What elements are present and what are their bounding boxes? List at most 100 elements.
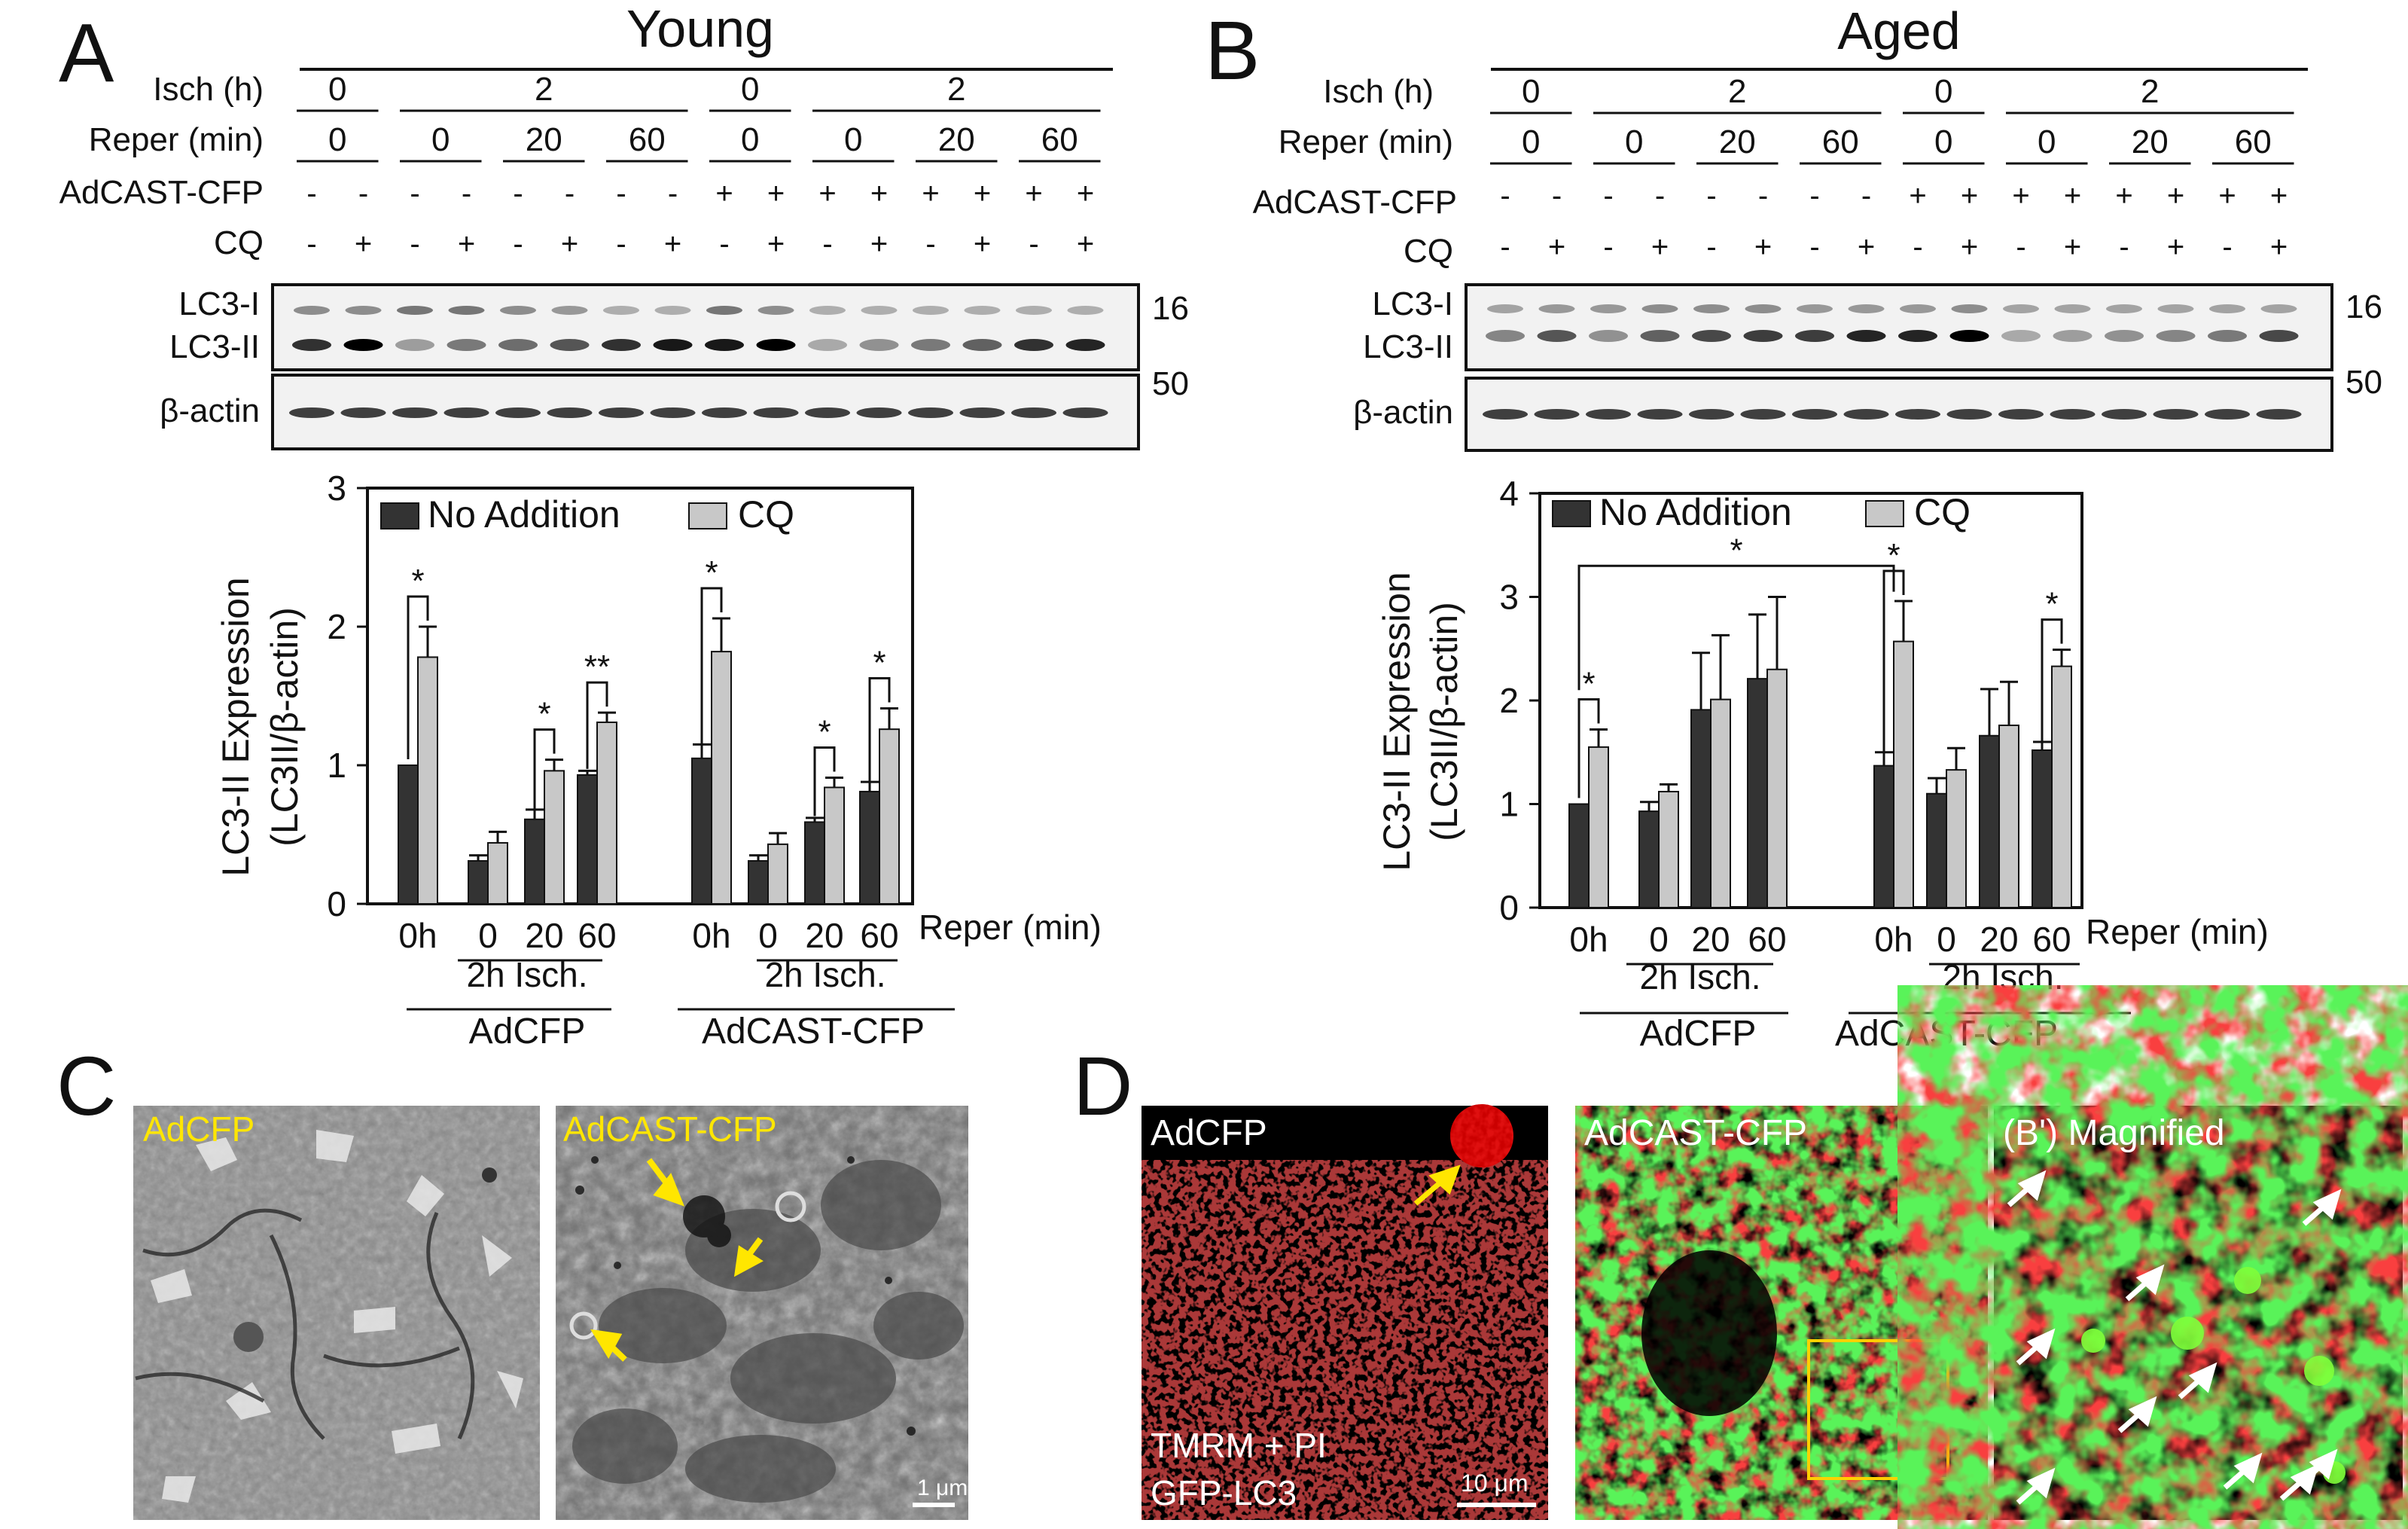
legend-swatch-cq [688,502,727,530]
band-actin [1062,407,1108,418]
cq-sign: + [2270,230,2288,264]
adcast-sign: + [1961,179,1978,212]
lc3-blot [271,283,1140,371]
band-lc3ii [2105,330,2144,342]
band-lc3i [913,306,949,315]
em-image-adcfp: AdCFP [133,1106,540,1520]
y-tick-label: 2 [1499,681,1519,720]
band-lc3ii [2001,330,2041,342]
cq-sign: + [1548,230,1565,264]
bar-cq [1946,769,1967,908]
band-actin [856,407,902,418]
isch-group-value: 2 [947,71,965,108]
band-lc3i [2054,304,2091,313]
band-lc3ii [2208,330,2247,342]
confocal-label-adcfp: AdCFP [1151,1113,1267,1153]
cq-sign: + [355,227,372,261]
band-lc3ii [1486,330,1525,342]
band-lc3i [294,306,330,315]
y-axis-label-unit: (LC3II/β-actin) [264,607,306,847]
band-lc3ii [1846,330,1886,342]
x-tick-label: 20 [1980,920,2018,959]
significance-bracket [2041,618,2063,744]
band-lc3i [2209,304,2245,313]
band-lc3i [757,306,794,315]
cq-sign: + [974,227,991,261]
band-lc3ii [756,339,796,351]
reper-group-value: 20 [526,121,562,158]
bar-no-addition [859,790,880,905]
band-lc3i [551,306,588,315]
y-tick-label: 2 [327,607,346,646]
y-tick-label: 1 [1499,785,1519,824]
y-axis-label: LC3-II Expression [1376,572,1418,871]
bar-cq [879,728,900,905]
reper-group-value: 0 [844,121,862,158]
x-tick-label: 20 [805,916,843,955]
band-actin [2256,409,2302,420]
significance-marker: ** [584,649,610,685]
band-lc3i [1745,304,1782,313]
bar-cq [417,656,438,905]
y-axis-label-unit: (LC3II/β-actin) [1423,602,1465,841]
adcast-sign: + [870,177,888,210]
cq-sign: + [767,227,785,261]
adcast-sign: + [1909,179,1926,212]
significance-bracket [868,677,891,786]
band-lc3i [2260,304,2297,313]
band-actin [495,407,541,418]
adcast-label: AdCAST-CFP [59,174,264,211]
band-lc3i [1641,304,1678,313]
isch-group-value: 2 [535,71,553,108]
significance-marker: * [2045,586,2058,623]
reper-group-value: 60 [2235,124,2272,160]
band-lc3i [397,306,433,315]
panel-a: A Young Isch (h) Reper (min) AdCAST-CFP … [59,0,1189,1051]
stain-label-1: TMRM + PI [1151,1426,1327,1465]
panel-b-header-grid: 0 2 0 20 0 20 60 0 0 20 60- - - - - - - - + + + + + + + +- + - + - + - +… [1490,73,2294,264]
adcast-sign: + [2012,179,2029,212]
band-actin [392,407,437,418]
cq-sign: - [410,227,419,261]
band-actin [547,407,593,418]
legend-cq: CQ [738,493,794,536]
panel-c-letter: C [56,1040,116,1133]
actin-label: β-actin [1353,394,1453,431]
band-lc3i [500,306,536,315]
cq-sign: - [513,227,523,261]
x-tick-label: 20 [525,916,563,955]
bar-no-addition [804,821,825,905]
band-lc3ii [1065,339,1105,351]
reper-group-value: 0 [1934,124,1952,160]
y-axis-label: LC3-II Expression [215,577,257,876]
actin-label: β-actin [160,392,260,429]
x-tick-label: 60 [2032,920,2071,959]
band-lc3ii [1949,330,1989,342]
adcast-sign: - [616,177,626,210]
band-lc3ii [859,339,899,351]
lc3i-label: LC3-I [1372,285,1453,322]
adcast-sign: - [1603,179,1613,212]
band-lc3i [1590,304,1626,313]
legend: No Addition CQ [1552,491,1971,533]
reper-group-value: 20 [1719,124,1756,160]
band-lc3i [1538,304,1575,313]
panel-d: D AdCFP TMRM + PI GFP-LC3 10 μm AdCAST-C… [1073,985,2408,1529]
y-tick-label: 1 [327,746,346,785]
band-lc3ii [1589,330,1628,342]
reper-group-value: 0 [741,121,759,158]
bar-no-addition [1873,764,1894,908]
legend-no-addition: No Addition [1599,491,1792,533]
band-lc3i [809,306,846,315]
x-tick-label: 0 [1649,920,1669,959]
lc3i-label: LC3-I [178,285,260,322]
reper-group-value: 0 [431,121,450,158]
significance-bracket [533,728,556,813]
adcast-sign: + [715,177,733,210]
legend-swatch-cq [1865,500,1904,527]
adcast-sign: + [974,177,991,210]
band-actin [753,407,799,418]
band-lc3i [1848,304,1885,313]
panel-a-title: Young [626,0,774,58]
legend-swatch-no-addition [380,502,419,530]
